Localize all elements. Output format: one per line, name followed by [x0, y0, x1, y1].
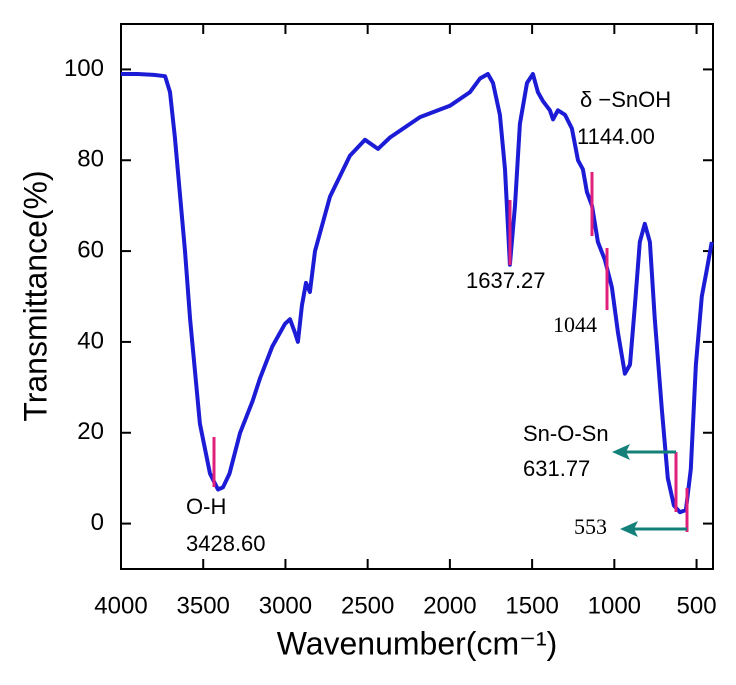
y-axis-title: Transmittance(%): [17, 170, 53, 421]
spectrum-line: [121, 72, 714, 515]
annotation: O-H: [186, 494, 226, 519]
x-tick-label: 1000: [588, 592, 641, 619]
y-tick-label: 60: [77, 236, 104, 263]
x-tick-label: 500: [677, 592, 717, 619]
x-axis-title: Wavenumber(cm⁻¹): [277, 625, 558, 661]
annotation: δ −SnOH: [580, 87, 671, 112]
y-tick-label: 40: [77, 327, 104, 354]
annotation: 1637.27: [466, 268, 546, 293]
x-tick-label: 3000: [259, 592, 312, 619]
annotation: 1144.00: [577, 124, 655, 149]
y-tick-label: 100: [64, 55, 104, 82]
plot-frame: [120, 23, 714, 570]
y-tick-label: 0: [91, 509, 104, 536]
annotation: 3428.60: [186, 531, 266, 556]
x-tick-label: 2000: [423, 592, 476, 619]
x-tick-label: 3500: [177, 592, 230, 619]
x-tick-label: 4000: [94, 592, 147, 619]
annotation: 631.77: [523, 456, 590, 481]
x-tick-label: 1500: [505, 592, 558, 619]
y-tick-label: 20: [77, 418, 104, 445]
x-tick-label: 2500: [341, 592, 394, 619]
annotation: Sn-O-Sn: [523, 421, 609, 446]
arrow-head: [620, 521, 638, 537]
annotation: 1044: [553, 312, 597, 337]
annotation: 553: [574, 514, 607, 539]
y-tick-label: 80: [77, 146, 104, 173]
arrow-head: [612, 444, 630, 460]
